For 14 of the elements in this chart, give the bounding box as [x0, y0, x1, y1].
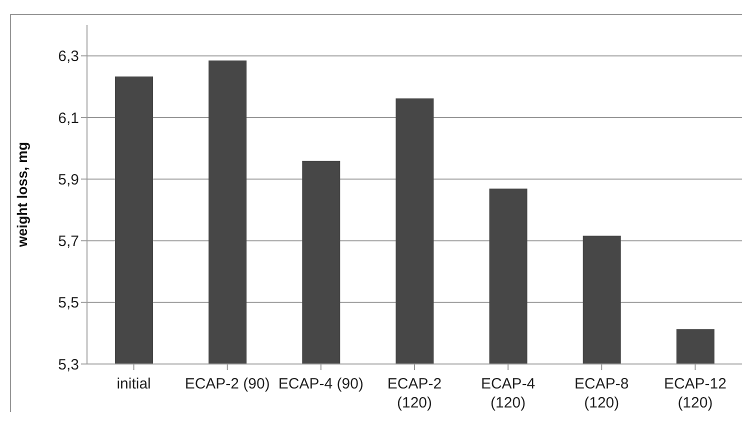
x-tick-label: ECAP-8 (120): [574, 376, 629, 412]
y-tick-label: 5,7: [58, 233, 79, 250]
y-tick-label: 6,1: [58, 110, 79, 127]
y-tick-label: 6,3: [58, 48, 79, 66]
y-tick-label: 5,9: [58, 171, 79, 188]
x-tick-label: ECAP-12 (120): [664, 376, 726, 412]
y-tick-label: 5,3: [58, 356, 79, 374]
x-tick-label: ECAP-4 (120): [480, 376, 536, 412]
x-tick-label: initial: [116, 376, 151, 393]
x-tick-label: ECAP-2 (120): [387, 376, 442, 412]
x-tick-label: ECAP-2 (90): [184, 376, 270, 393]
y-axis-title: weight loss, mg: [14, 142, 30, 248]
x-tick-label: ECAP-4 (90): [278, 376, 364, 393]
y-tick-label: 5,5: [58, 294, 79, 312]
